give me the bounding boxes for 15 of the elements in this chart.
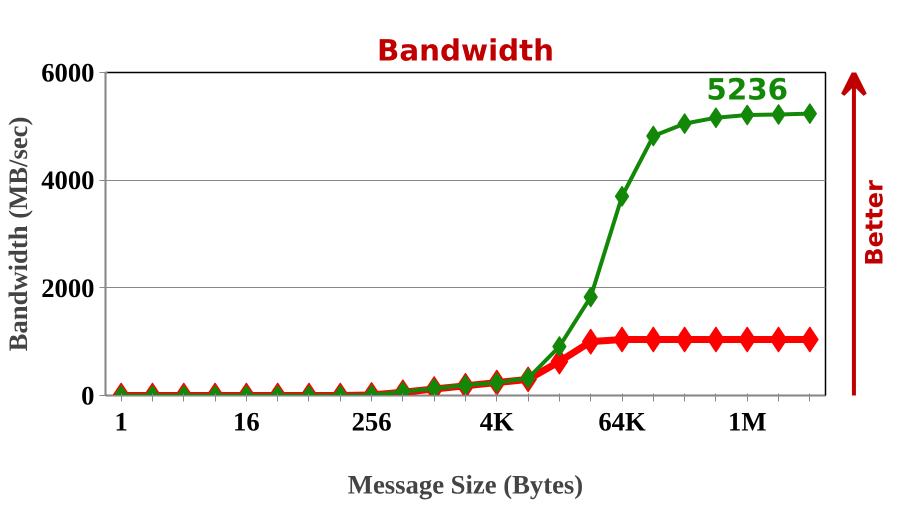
x-tick-label: 256 <box>352 406 392 436</box>
y-tick-label: 6000 <box>41 58 94 88</box>
y-tick-label: 2000 <box>41 272 94 303</box>
y-axis-title: Bandwidth (MB/sec) <box>3 116 34 352</box>
x-tick-label: 16 <box>233 406 260 436</box>
chart-title: Bandwidth <box>376 34 554 68</box>
x-tick-label: 1 <box>114 406 128 436</box>
annotation: 5236 <box>706 72 788 107</box>
x-tick-label: 1M <box>728 406 766 436</box>
y-tick-label: 4000 <box>41 165 94 196</box>
x-tick-label: 4K <box>480 406 514 436</box>
text: Better <box>860 180 889 266</box>
x-tick-label: 64K <box>598 406 646 436</box>
x-axis-title: Message Size (Bytes) <box>348 470 584 500</box>
y-tick-label: 0 <box>81 380 94 410</box>
